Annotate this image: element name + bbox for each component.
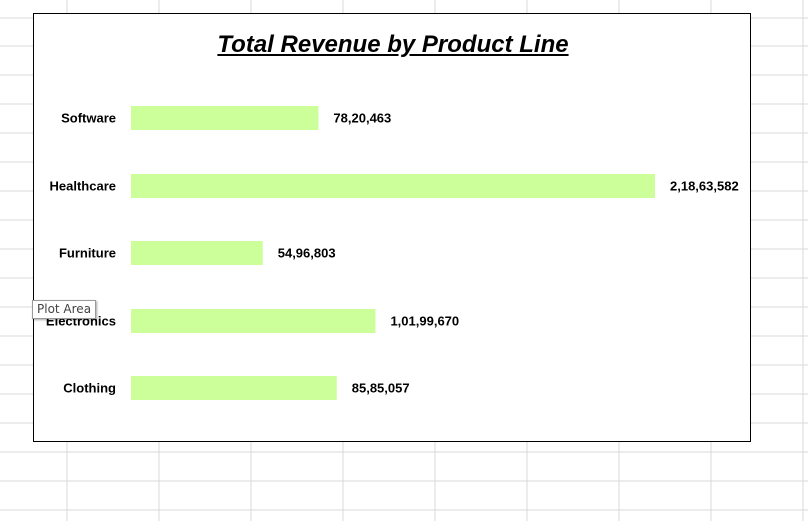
plot-area[interactable]: Software 78,20,463 Healthcare 2,18,63,582 Fu… (34, 14, 752, 443)
bar[interactable] (131, 106, 319, 130)
category-label: Software (61, 111, 116, 126)
bar[interactable] (131, 241, 263, 265)
bar[interactable] (131, 376, 337, 400)
data-label[interactable]: 1,01,99,670 (390, 314, 459, 329)
category-label: Healthcare (50, 179, 116, 194)
chart-title[interactable]: Total Revenue by Product Line (217, 31, 569, 58)
data-label[interactable]: 2,18,63,582 (670, 179, 739, 194)
bar[interactable] (131, 309, 376, 333)
category-label: Furniture (59, 246, 116, 261)
data-label[interactable]: 78,20,463 (333, 111, 391, 126)
chart-area[interactable]: Total Revenue by Product Line Software 78… (33, 13, 751, 442)
bar[interactable] (131, 174, 655, 198)
data-label[interactable]: 85,85,057 (352, 381, 410, 396)
data-label[interactable]: 54,96,803 (278, 246, 336, 261)
category-label: Clothing (63, 381, 116, 396)
plot-area-tooltip: Plot Area (32, 300, 97, 319)
